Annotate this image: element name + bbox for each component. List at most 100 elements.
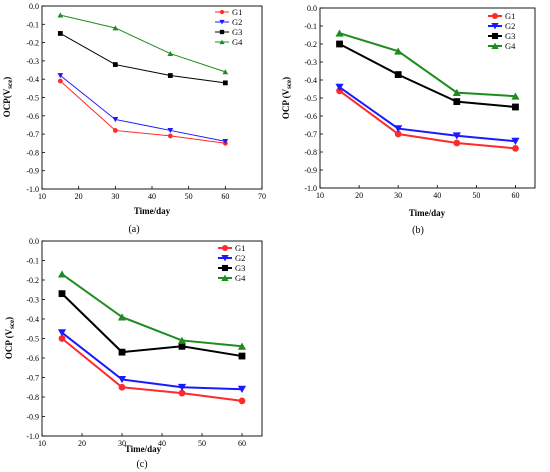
data-point-g4: [222, 69, 229, 75]
data-point-g2: [335, 83, 344, 91]
x-tick-label: 30: [118, 439, 126, 448]
y-tick-label: -0.5: [26, 94, 39, 103]
chart-panel-1: 0.0 -0.1 -0.2 -0.3 -0.4 -0.5 -0.6 -0.7 -0.8 -0.9 -…: [2, 2, 266, 235]
data-point-g2: [394, 125, 403, 133]
y-tick-label: -0.6: [26, 354, 39, 363]
y-tick-label: 0.0: [29, 2, 39, 11]
series-line-g1: [61, 337, 243, 402]
series-line-g4: [60, 14, 226, 73]
data-point-g2: [167, 128, 174, 134]
legend-label-g1: G1: [505, 11, 515, 21]
legend-label-g1: G1: [235, 243, 245, 253]
data-point-g3: [222, 80, 228, 86]
panel-label: (a): [128, 224, 139, 235]
y-axis-label: OCP (Vsce): [281, 77, 293, 119]
data-point-g2: [112, 117, 119, 123]
x-tick-label: 70: [258, 192, 266, 201]
data-point-g1: [57, 78, 63, 84]
y-tick-label: -0.4: [26, 315, 39, 324]
y-tick-label: -0.2: [26, 39, 39, 48]
x-axis-label: Time/day: [409, 208, 446, 218]
legend-label-g2: G2: [505, 21, 515, 31]
data-point-g4: [57, 12, 64, 18]
x-tick-label: 10: [38, 439, 46, 448]
legend-marker-g4: [491, 42, 499, 50]
legend-marker-g1: [491, 12, 499, 20]
legend-label-g2: G2: [232, 17, 242, 27]
data-point-g3: [58, 290, 66, 298]
series-line-g3: [339, 43, 516, 108]
data-point-g2: [177, 383, 187, 391]
y-tick-label: -0.3: [26, 296, 39, 305]
legend-label-g3: G3: [505, 31, 515, 41]
x-tick-label: 20: [355, 191, 363, 200]
data-point-g2: [57, 73, 64, 79]
y-tick-label: -0.3: [304, 58, 317, 67]
y-tick-label: -0.5: [304, 94, 317, 103]
x-tick-label: 10: [316, 191, 324, 200]
legend-label-g4: G4: [232, 37, 243, 47]
series-line-g2: [338, 86, 516, 143]
data-point-g4: [452, 88, 461, 96]
data-point-g2: [57, 329, 67, 337]
panel-label: (b): [412, 225, 424, 236]
series-line-g3: [61, 292, 243, 358]
y-tick-label: -0.4: [304, 76, 317, 85]
data-point-g3: [394, 71, 402, 78]
y-tick-label: -0.8: [26, 148, 39, 157]
x-tick-label: 40: [158, 439, 166, 448]
panel-label: (c): [136, 459, 147, 470]
data-point-g4: [335, 29, 344, 37]
y-tick-label: -0.6: [304, 112, 317, 121]
legend-label-g2: G2: [235, 253, 245, 263]
legend-label-g3: G3: [235, 263, 245, 273]
data-point-g3: [453, 98, 461, 105]
legend-marker-g3: [219, 29, 225, 35]
y-tick-label: -0.7: [304, 130, 317, 139]
data-point-g3: [178, 342, 186, 350]
legend-marker-g2: [219, 19, 225, 25]
data-point-g4: [117, 313, 127, 321]
data-point-g2: [511, 137, 520, 145]
legend-marker-g4: [221, 274, 229, 282]
x-axis-label: Time/day: [125, 444, 162, 454]
y-tick-label: -0.7: [26, 130, 39, 139]
legend-marker-g3: [221, 264, 229, 272]
data-point-g2: [117, 376, 127, 384]
x-tick-label: 30: [394, 191, 402, 200]
data-point-g1: [118, 383, 126, 391]
x-tick-label: 60: [221, 192, 229, 201]
y-tick-label: -0.6: [26, 112, 39, 121]
plot-frame: [319, 7, 536, 189]
y-tick-label: -1.0: [26, 432, 39, 441]
legend-marker-g1: [219, 9, 225, 15]
legend-marker-g1: [221, 244, 229, 252]
series-line-g2: [60, 75, 226, 142]
y-tick-label: -0.1: [304, 22, 317, 31]
data-point-g4: [177, 336, 187, 344]
x-tick-label: 20: [78, 439, 86, 448]
legend-label-g4: G4: [505, 41, 516, 51]
data-point-g4: [112, 25, 119, 31]
series-line-g4: [61, 273, 243, 348]
data-point-g1: [512, 145, 519, 152]
y-tick-label: -0.9: [26, 167, 39, 176]
data-point-g4: [57, 270, 67, 278]
legend-label-g4: G4: [235, 273, 246, 283]
legend-label-g1: G1: [232, 7, 242, 17]
y-tick-label: -1.0: [26, 185, 39, 194]
data-point-g2: [222, 139, 229, 145]
data-point-g1: [238, 397, 246, 405]
data-point-g1: [58, 335, 66, 342]
y-axis-label: OCP (Vsce): [4, 317, 16, 359]
x-tick-label: 50: [472, 191, 480, 200]
data-point-g3: [167, 73, 173, 78]
x-tick-label: 20: [75, 192, 83, 201]
y-tick-label: -0.5: [26, 335, 39, 344]
x-tick-label: 40: [433, 191, 441, 200]
y-tick-label: -0.1: [26, 20, 39, 29]
y-tick-label: -0.9: [26, 413, 39, 422]
y-tick-label: -0.7: [26, 374, 39, 383]
x-tick-label: 60: [238, 439, 246, 448]
